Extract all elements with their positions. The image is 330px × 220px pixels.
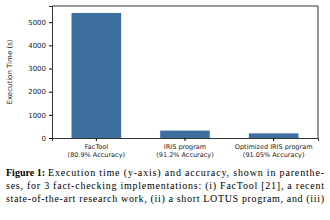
figure: 0 1000 2000 3000 4000 5000 FacTool(80.9% Accur… [0,0,330,220]
tick-label: 3000 [28,65,46,73]
tick-label: 5000 [28,19,46,27]
tick-mark [49,138,52,139]
y-axis: 0 1000 2000 3000 4000 5000 [28,7,52,143]
tick-mark [49,92,52,93]
tick-label-line: Optimized IRIS program [235,143,313,151]
tick-label-line: FacTool [85,143,109,151]
tick-mark [49,69,52,70]
caption-line: Execution time (y-axis) and accuracy, sh… [48,167,324,179]
tick: FacTool(80.9% Accuracy) [68,138,125,159]
caption-label: Figure 1: [6,167,45,178]
bar [72,13,122,138]
tick-label: 1000 [28,112,46,120]
tick-label: 2000 [28,88,46,96]
tick-label-line: (91.05% Accuracy) [243,151,305,159]
tick: 0 [42,135,52,143]
tick: IRIS program(91.2% Accuracy) [156,138,213,159]
tick: 2000 [28,88,52,96]
caption-line: state-of-the-art research work, (ii) a s… [6,193,324,205]
tick: 3000 [28,65,52,73]
axis-line [49,7,53,139]
tick: 1000 [28,112,52,120]
tick: Optimized IRIS program(91.05% Accuracy) [235,138,313,159]
tick-label: FacTool(80.9% Accuracy) [68,143,125,159]
tick-label-line: (91.2% Accuracy) [156,151,213,159]
plot: 0 1000 2000 3000 4000 5000 FacTool(80.9% Accur… [28,6,318,159]
frame [318,6,319,138]
tick-label-line: IRIS program [164,143,206,151]
tick-mark [185,138,186,141]
x-axis: FacTool(80.9% Accuracy) IRIS program(91.2… [53,138,319,159]
tick-label: IRIS program(91.2% Accuracy) [156,143,213,159]
tick-mark [49,22,52,23]
tick-label: 0 [42,135,46,143]
tick-mark [96,138,97,141]
tick: 5000 [28,19,52,27]
tick-mark [273,138,274,141]
bars [72,13,299,138]
bar [160,131,210,138]
tick-label-line: (80.9% Accuracy) [68,151,125,159]
tick: 4000 [28,42,52,50]
tick-mark [49,115,52,116]
tick-label: 4000 [28,42,46,50]
y-axis-title: Execution Time (s) [6,39,14,104]
tick-mark [49,45,52,46]
frame [52,6,318,7]
bar [249,133,299,138]
tick-label: Optimized IRIS program(91.05% Accuracy) [235,143,313,159]
caption-line: ses, for 3 fact-checking implementations… [6,180,324,192]
axis-line [53,139,319,142]
